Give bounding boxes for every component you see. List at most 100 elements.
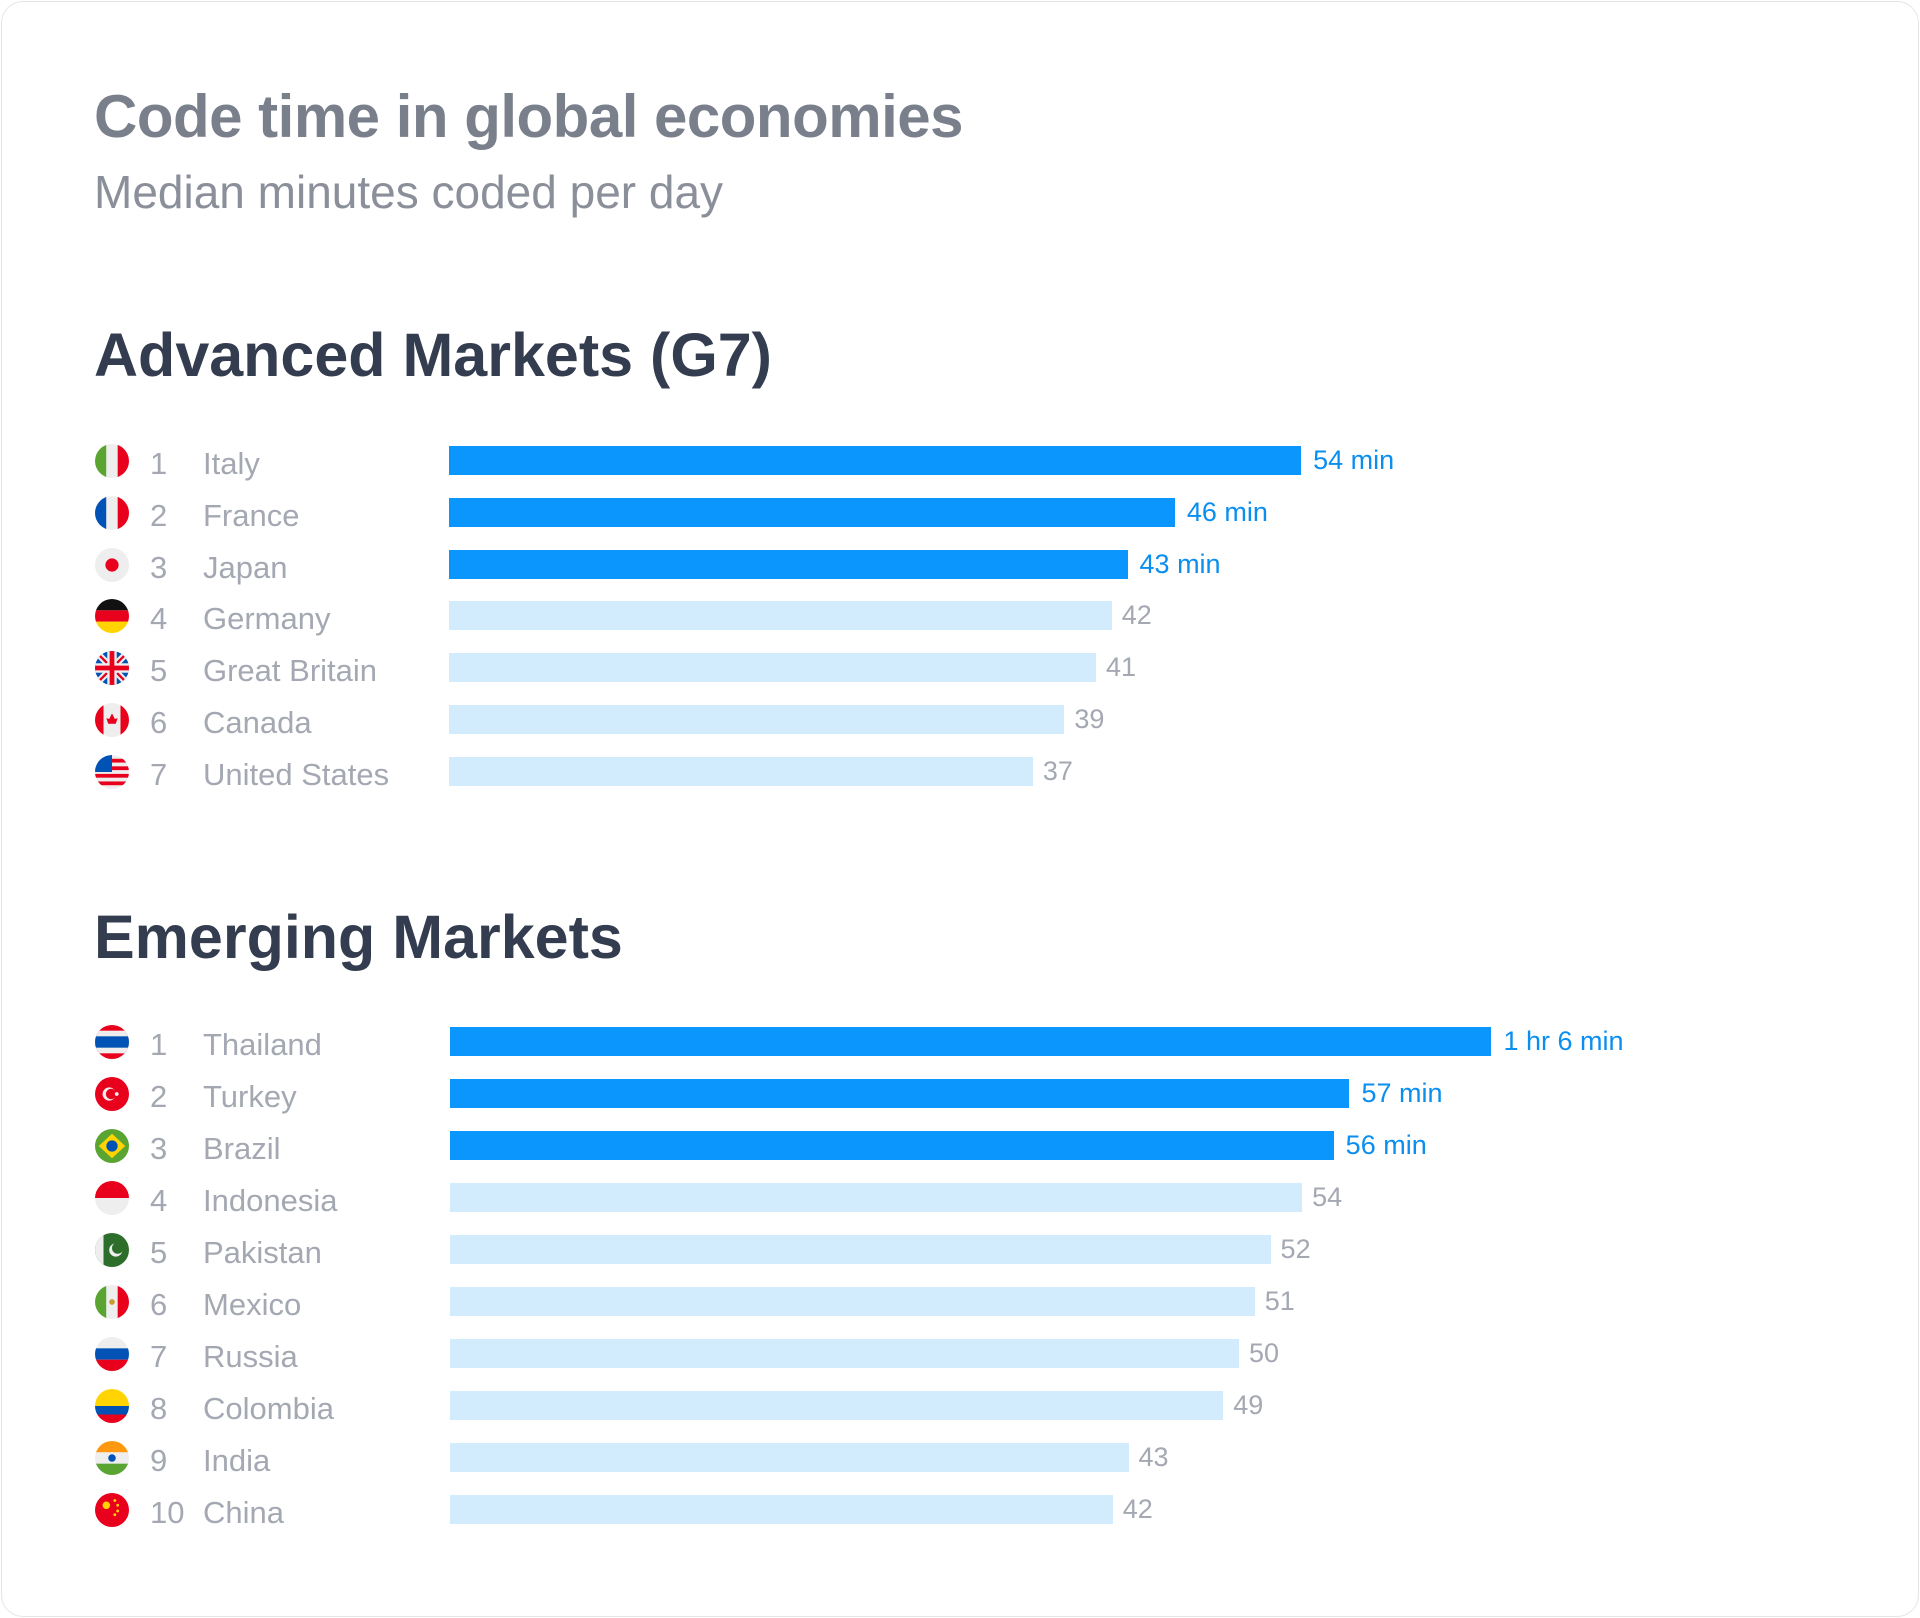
india-flag-icon [95, 1441, 129, 1475]
value-label: 43 [1138, 1442, 1169, 1472]
country-label: Indonesia [203, 1183, 338, 1218]
country-label: United States [203, 756, 390, 792]
bar-row: 1 Thailand 1 hr 6 min [2, 1025, 1902, 1079]
bar [450, 1495, 1113, 1524]
rank-label: 4 [150, 601, 168, 637]
rank-label: 7 [150, 756, 168, 792]
canada-flag-icon [95, 703, 129, 737]
bar-row: 5 Great Britain 41 [2, 651, 1902, 705]
colombia-flag-icon [95, 1389, 129, 1423]
value-label: 43 min [1139, 548, 1221, 579]
country-label: Colombia [203, 1391, 334, 1426]
bar-row: 7 Russia 50 [2, 1337, 1902, 1391]
pakistan-flag-icon [95, 1233, 129, 1267]
country-label: China [203, 1495, 284, 1530]
bar-row: 3 Brazil 56 min [2, 1129, 1902, 1183]
value-label: 37 [1042, 755, 1073, 786]
rank-label: 10 [150, 1495, 185, 1530]
bar [450, 1027, 1492, 1056]
bar-row: 4 Germany 42 [2, 599, 1902, 653]
value-label: 50 [1249, 1338, 1280, 1368]
country-label: Pakistan [203, 1235, 322, 1270]
section-title-emerging: Emerging Markets [94, 903, 623, 971]
page-title: Code time in global economies [94, 83, 963, 150]
value-label: 41 [1105, 652, 1137, 683]
bar [450, 1131, 1334, 1160]
bar [449, 549, 1128, 579]
country-label: Canada [203, 705, 312, 740]
value-label: 1 hr 6 min [1503, 1026, 1624, 1056]
bar [450, 1235, 1271, 1264]
value-label: 52 [1280, 1234, 1311, 1264]
bar-row: 5 Pakistan 52 [2, 1233, 1902, 1287]
italy-flag-icon [95, 444, 129, 478]
thailand-flag-icon [95, 1025, 129, 1059]
country-label: Brazil [203, 1131, 281, 1166]
russia-flag-icon [95, 1337, 129, 1371]
bar-row: 2 Turkey 57 min [2, 1077, 1902, 1131]
bar [450, 1079, 1350, 1108]
bar-row: 6 Mexico 51 [2, 1285, 1902, 1339]
bar-row: 8 Colombia 49 [2, 1389, 1902, 1443]
bar [450, 1339, 1239, 1368]
bar-row: 4 Indonesia 54 [2, 1181, 1902, 1235]
rank-label: 1 [150, 1027, 168, 1062]
rank-label: 6 [150, 1287, 168, 1322]
country-label: Germany [203, 601, 331, 637]
china-flag-icon [95, 1493, 129, 1527]
value-label: 46 min [1186, 496, 1268, 527]
uk-flag-icon [95, 651, 129, 686]
rank-label: 2 [150, 1079, 168, 1114]
bar [450, 1443, 1129, 1472]
germany-flag-icon [95, 599, 129, 634]
rank-label: 3 [150, 1131, 168, 1166]
value-label: 42 [1122, 1494, 1153, 1524]
bar-row: 10 China 42 [2, 1493, 1902, 1547]
value-label: 57 min [1361, 1078, 1443, 1108]
page-subtitle: Median minutes coded per day [94, 166, 724, 218]
bar [449, 756, 1033, 786]
value-label: 42 [1121, 600, 1152, 631]
france-flag-icon [95, 495, 129, 530]
rank-label: 5 [150, 1235, 168, 1270]
rank-label: 7 [150, 1339, 168, 1374]
bar-row: 7 United States 37 [2, 754, 1902, 809]
bar-row: 2 France 46 min [2, 495, 1902, 550]
bar [450, 1391, 1224, 1420]
country-label: Japan [203, 549, 288, 585]
value-label: 54 [1312, 1182, 1343, 1212]
bar [449, 446, 1302, 475]
bar [450, 1183, 1303, 1212]
value-label: 51 [1264, 1286, 1295, 1316]
bar-row: 9 India 43 [2, 1441, 1902, 1495]
bar-row: 1 Italy 54 min [2, 444, 1902, 498]
bar-row: 6 Canada 39 [2, 703, 1902, 757]
value-label: 54 min [1313, 445, 1395, 475]
mexico-flag-icon [95, 1285, 129, 1319]
country-label: Great Britain [203, 653, 378, 689]
bar [449, 601, 1112, 631]
value-label: 49 [1233, 1390, 1264, 1420]
rank-label: 1 [150, 446, 168, 481]
value-label: 56 min [1345, 1130, 1427, 1160]
rank-label: 4 [150, 1183, 168, 1218]
value-label: 39 [1074, 704, 1105, 734]
country-label: Thailand [203, 1027, 322, 1062]
section-title-advanced: Advanced Markets (G7) [94, 321, 772, 389]
rank-label: 2 [150, 497, 168, 533]
rank-label: 3 [150, 549, 168, 585]
country-label: Russia [203, 1339, 298, 1374]
turkey-flag-icon [95, 1077, 129, 1111]
rank-label: 5 [150, 653, 168, 689]
rank-label: 8 [150, 1391, 168, 1426]
usa-flag-icon [95, 754, 129, 789]
bar [449, 705, 1065, 734]
country-label: India [203, 1443, 271, 1478]
rank-label: 6 [150, 705, 168, 740]
brazil-flag-icon [95, 1129, 129, 1163]
rank-label: 9 [150, 1443, 168, 1478]
bar [449, 497, 1175, 527]
bar-row: 3 Japan 43 min [2, 547, 1902, 602]
indonesia-flag-icon [95, 1181, 129, 1215]
